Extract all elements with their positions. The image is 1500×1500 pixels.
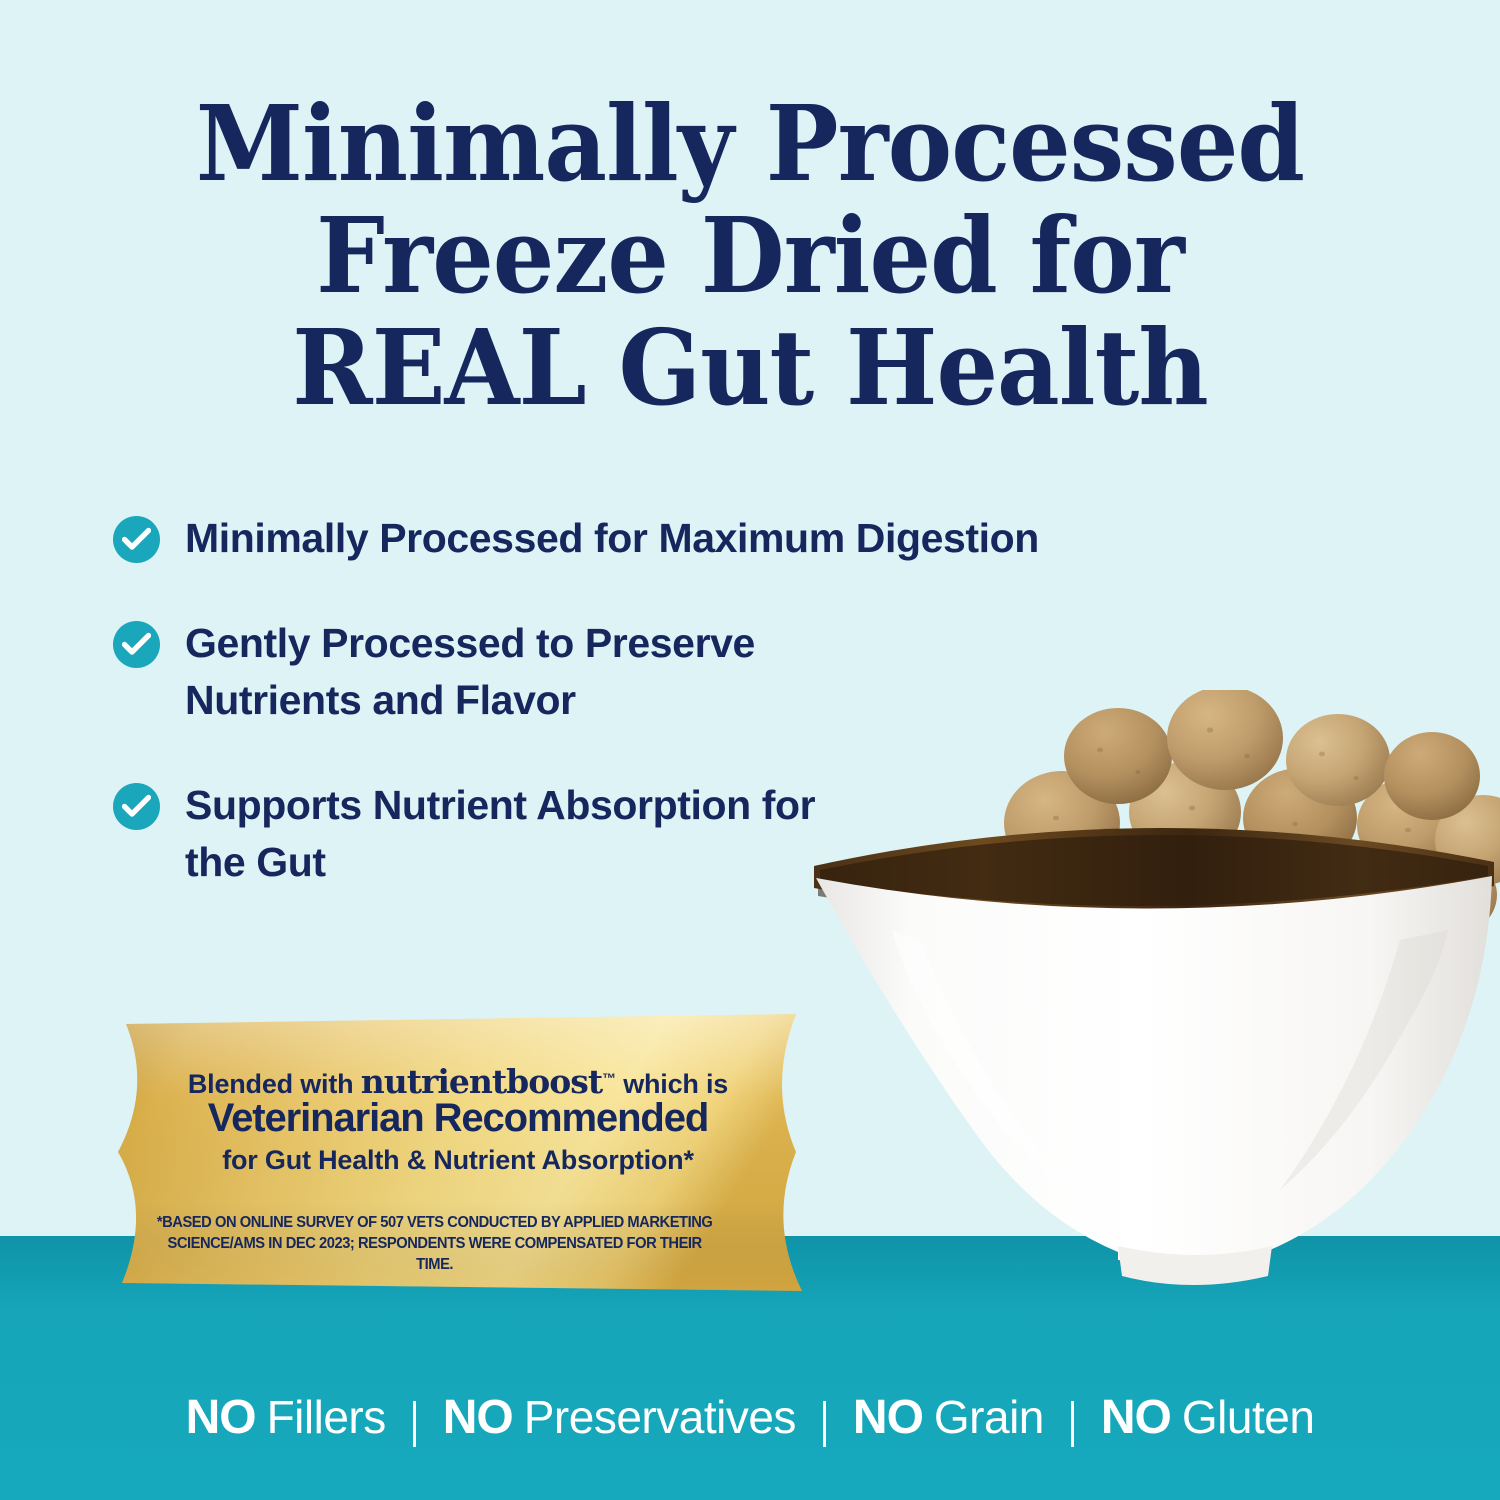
banner-line1-prefix: Blended with <box>187 1069 354 1099</box>
bowl-highlight <box>892 930 1080 1200</box>
list-item: Gently Processed to Preserve Nutrients a… <box>113 615 1273 729</box>
benefit-text: Gently Processed to Preserve Nutrients a… <box>185 620 755 723</box>
claim-separator <box>822 1401 826 1447</box>
claim-grain: NO Grain <box>853 1390 1044 1445</box>
list-item: Supports Nutrient Absorption for the Gut <box>113 777 1273 891</box>
banner-subline: for Gut Health & Nutrient Absorption* <box>222 1145 694 1175</box>
banner-line-1: Blended with nutrientboost™ which is <box>96 1062 820 1101</box>
claims-bar: NO Fillers NO Preservatives NO Grain NO … <box>0 1378 1500 1456</box>
nutrientboost-wordmark: nutrientboost <box>360 1062 603 1101</box>
check-circle-icon <box>113 783 160 830</box>
benefit-text: Supports Nutrient Absorption for the Gut <box>185 782 816 885</box>
claim-no-label: NO <box>852 1390 924 1444</box>
bowl-rim-inner <box>820 834 1488 907</box>
trademark-icon: ™ <box>602 1070 616 1086</box>
bowl-foot <box>1118 1246 1272 1285</box>
benefit-text: Minimally Processed for Maximum Digestio… <box>185 515 1039 561</box>
bowl-of-freeze-dried-kibble <box>800 690 1500 1310</box>
claim-separator <box>412 1401 416 1447</box>
bowl-body <box>816 876 1492 1264</box>
check-circle-icon <box>113 621 160 668</box>
benefit-list: Minimally Processed for Maximum Digestio… <box>113 510 1273 891</box>
banner-line1-suffix: which is <box>623 1069 729 1099</box>
page-title: Minimally Processed Freeze Dried for REA… <box>53 88 1448 424</box>
headline-line-3: REAL Gut Health <box>292 306 1208 429</box>
bowl-shade <box>1280 930 1448 1190</box>
check-circle-icon <box>113 516 160 563</box>
banner-sheen <box>118 1014 802 1291</box>
banner-headline: Veterinarian Recommended <box>207 1096 710 1140</box>
veterinarian-recommended-banner: Blended with nutrientboost™ which is Vet… <box>96 1012 820 1297</box>
claim-no-label: NO <box>1100 1390 1172 1444</box>
claim-word: Grain <box>933 1390 1044 1443</box>
claim-word: Gluten <box>1181 1390 1315 1443</box>
claim-gluten: NO Gluten <box>1101 1390 1315 1445</box>
banner-footnote: *BASED ON ONLINE SURVEY OF 507 VETS COND… <box>156 1214 713 1273</box>
claim-no-label: NO <box>185 1390 257 1444</box>
claim-word: Fillers <box>266 1390 387 1443</box>
headline-line-2: Freeze Dried for <box>316 194 1185 317</box>
claim-word: Preservatives <box>523 1390 797 1443</box>
claim-no-label: NO <box>442 1390 514 1444</box>
claim-separator <box>1070 1401 1074 1447</box>
headline-line-1: Minimally Processed <box>195 82 1305 205</box>
list-item: Minimally Processed for Maximum Digestio… <box>113 510 1273 567</box>
claim-preservatives: NO Preservatives <box>442 1390 797 1445</box>
claim-fillers: NO Fillers <box>185 1390 387 1445</box>
